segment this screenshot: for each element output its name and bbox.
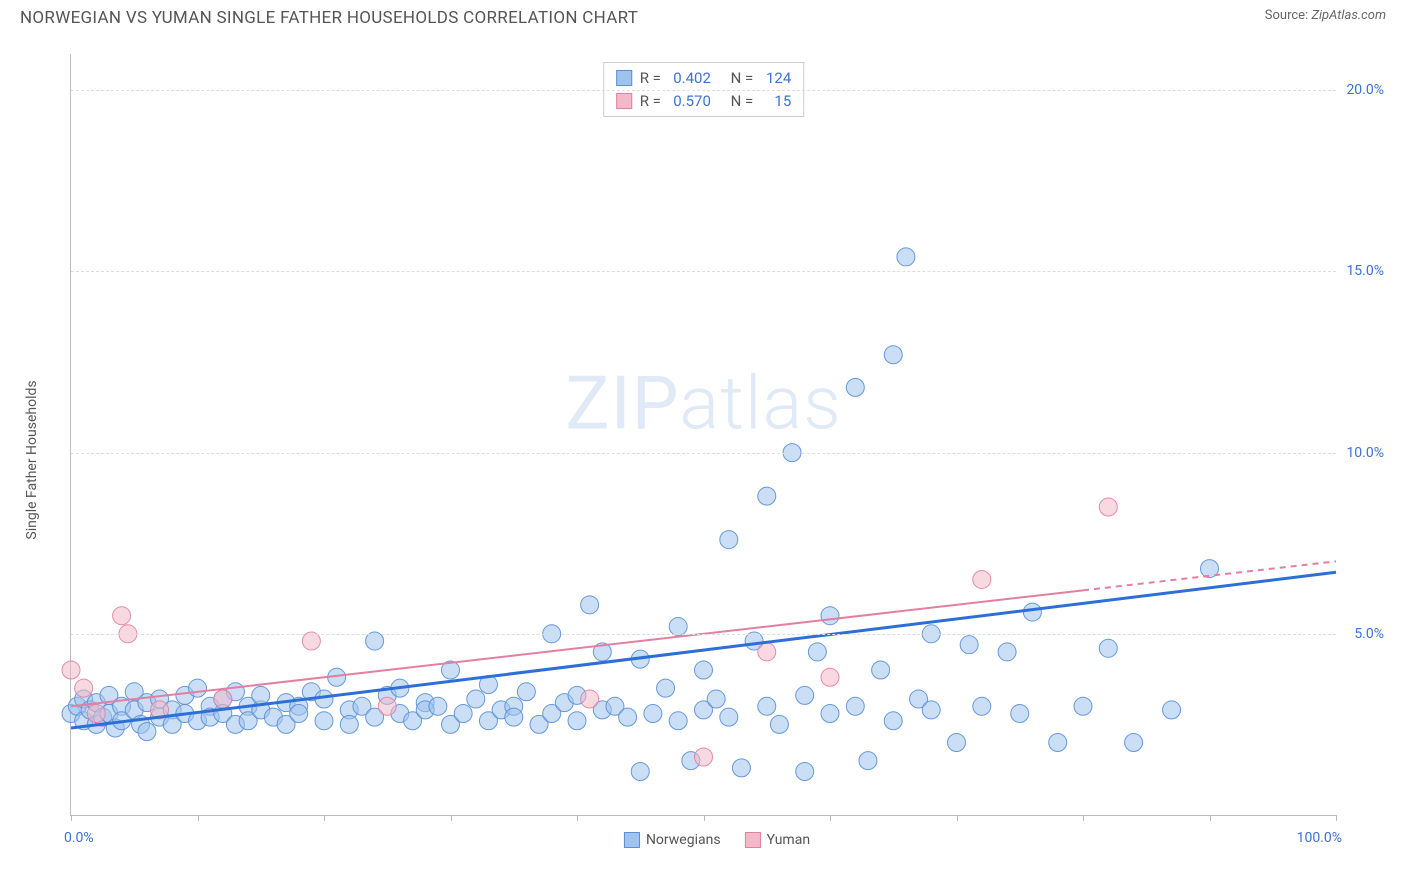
scatter-point — [75, 679, 93, 697]
x-tick — [198, 815, 199, 821]
gridline-h — [71, 271, 1336, 272]
scatter-point — [973, 697, 991, 715]
x-tick — [1083, 815, 1084, 821]
x-tick — [577, 815, 578, 821]
scatter-point — [846, 378, 864, 396]
scatter-point — [517, 683, 535, 701]
source-name: ZipAtlas.com — [1311, 8, 1386, 23]
x-tick — [830, 815, 831, 821]
scatter-point — [581, 690, 599, 708]
y-axis-label: Single Father Households — [24, 380, 40, 539]
x-tick — [324, 815, 325, 821]
scatter-point — [948, 734, 966, 752]
scatter-point — [821, 705, 839, 723]
scatter-point — [1125, 734, 1143, 752]
scatter-point — [290, 705, 308, 723]
plot-area: ZIPatlas R = 0.402 N = 124 R = 0.570 N =… — [70, 54, 1336, 816]
scatter-point — [252, 686, 270, 704]
x-tick — [704, 815, 705, 821]
scatter-point — [214, 690, 232, 708]
scatter-point — [796, 686, 814, 704]
scatter-point — [884, 712, 902, 730]
scatter-point — [505, 708, 523, 726]
x-tick — [71, 815, 72, 821]
scatter-point — [1099, 639, 1117, 657]
y-tick-label: 20.0% — [1340, 82, 1384, 98]
scatter-point — [695, 748, 713, 766]
scatter-point — [1099, 498, 1117, 516]
legend-swatch-1 — [624, 832, 640, 848]
scatter-point — [859, 752, 877, 770]
scatter-point — [429, 697, 447, 715]
scatter-point — [315, 712, 333, 730]
x-tick — [451, 815, 452, 821]
gridline-h — [71, 90, 1336, 91]
gridline-h — [71, 453, 1336, 454]
scatter-point — [884, 346, 902, 364]
scatter-point — [62, 661, 80, 679]
scatter-svg — [71, 54, 1336, 815]
scatter-point — [631, 763, 649, 781]
scatter-point — [1011, 705, 1029, 723]
legend-swatch-2 — [745, 832, 761, 848]
scatter-point — [758, 487, 776, 505]
scatter-point — [340, 715, 358, 733]
chart-title: NORWEGIAN VS YUMAN SINGLE FATHER HOUSEHO… — [20, 8, 638, 28]
scatter-point — [657, 679, 675, 697]
scatter-point — [758, 697, 776, 715]
x-tick — [1336, 815, 1337, 821]
scatter-point — [1074, 697, 1092, 715]
scatter-point — [796, 763, 814, 781]
y-tick-label: 15.0% — [1340, 263, 1384, 279]
scatter-point — [138, 723, 156, 741]
x-min-label: 0.0% — [64, 830, 94, 846]
scatter-point — [568, 712, 586, 730]
y-tick-label: 5.0% — [1340, 626, 1384, 642]
legend-item-2: Yuman — [745, 832, 810, 848]
scatter-point — [998, 643, 1016, 661]
gridline-h — [71, 634, 1336, 635]
x-max-label: 100.0% — [1297, 830, 1342, 846]
scatter-point — [960, 636, 978, 654]
scatter-point — [581, 596, 599, 614]
title-bar: NORWEGIAN VS YUMAN SINGLE FATHER HOUSEHO… — [0, 0, 1406, 28]
scatter-point — [695, 661, 713, 679]
scatter-point — [467, 690, 485, 708]
legend-item-1: Norwegians — [624, 832, 721, 848]
scatter-point — [720, 708, 738, 726]
scatter-point — [454, 705, 472, 723]
y-tick-label: 10.0% — [1340, 445, 1384, 461]
scatter-point — [720, 531, 738, 549]
scatter-point — [113, 607, 131, 625]
scatter-point — [821, 607, 839, 625]
scatter-point — [808, 643, 826, 661]
x-tick — [1210, 815, 1211, 821]
scatter-point — [1049, 734, 1067, 752]
x-tick — [957, 815, 958, 821]
scatter-point — [707, 690, 725, 708]
chart-container: Single Father Households ZIPatlas R = 0.… — [48, 48, 1386, 872]
scatter-point — [821, 668, 839, 686]
scatter-point — [846, 697, 864, 715]
legend-label-1: Norwegians — [646, 832, 721, 848]
scatter-point — [1023, 603, 1041, 621]
scatter-point — [973, 570, 991, 588]
scatter-point — [378, 697, 396, 715]
scatter-point — [922, 701, 940, 719]
scatter-point — [644, 705, 662, 723]
scatter-point — [87, 705, 105, 723]
scatter-point — [669, 712, 687, 730]
legend: Norwegians Yuman — [624, 832, 810, 848]
scatter-point — [619, 708, 637, 726]
legend-label-2: Yuman — [767, 832, 810, 848]
scatter-point — [758, 643, 776, 661]
scatter-point — [897, 248, 915, 266]
scatter-point — [872, 661, 890, 679]
scatter-point — [189, 679, 207, 697]
scatter-point — [770, 715, 788, 733]
scatter-point — [1163, 701, 1181, 719]
source-credit: Source: ZipAtlas.com — [1265, 8, 1386, 23]
source-prefix: Source: — [1265, 8, 1308, 23]
scatter-point — [732, 759, 750, 777]
